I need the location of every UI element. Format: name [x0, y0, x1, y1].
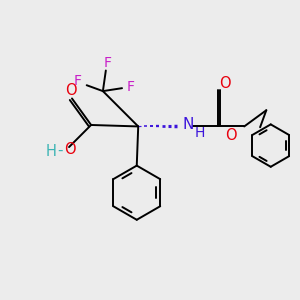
Text: N: N — [182, 117, 194, 132]
Text: -: - — [57, 143, 63, 158]
Text: F: F — [74, 74, 82, 88]
Text: O: O — [225, 128, 237, 143]
Text: F: F — [103, 56, 111, 70]
Text: O: O — [219, 76, 231, 91]
Text: F: F — [127, 80, 135, 94]
Text: O: O — [64, 142, 75, 158]
Text: O: O — [65, 83, 76, 98]
Text: H: H — [45, 144, 56, 159]
Text: H: H — [194, 126, 205, 140]
